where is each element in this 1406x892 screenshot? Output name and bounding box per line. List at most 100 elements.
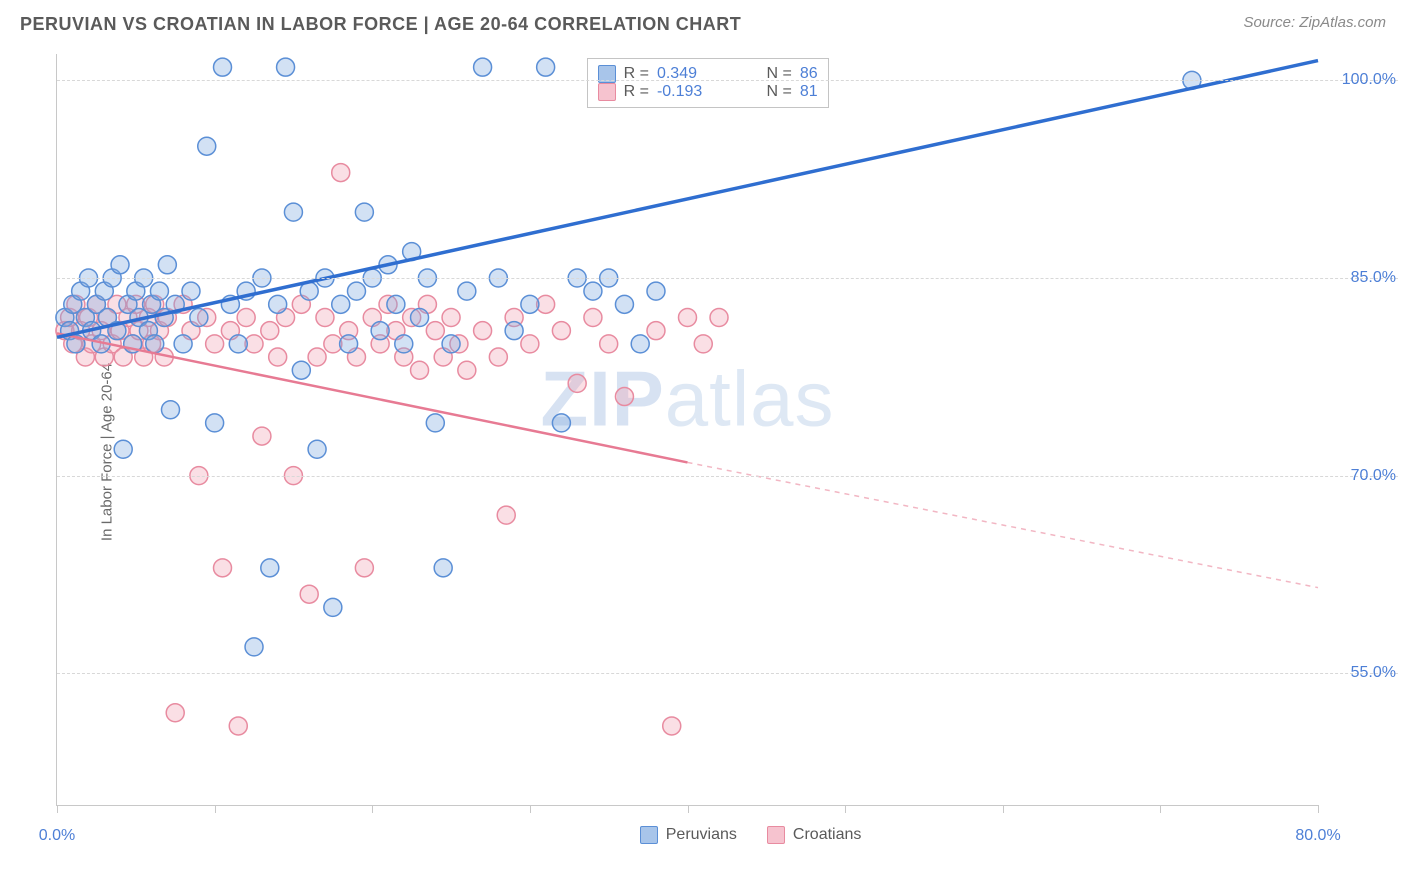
data-point (505, 322, 523, 340)
data-point (411, 309, 429, 327)
data-point (426, 322, 444, 340)
chart-title: PERUVIAN VS CROATIAN IN LABOR FORCE | AG… (20, 14, 741, 35)
x-tick-label: 80.0% (1295, 827, 1340, 845)
data-point (161, 401, 179, 419)
data-point (537, 58, 555, 76)
data-point (489, 348, 507, 366)
data-point (253, 427, 271, 445)
data-point (663, 717, 681, 735)
x-tick (1160, 805, 1161, 813)
y-tick-label: 85.0% (1351, 269, 1396, 287)
gridline-h (57, 80, 1398, 81)
data-point (182, 282, 200, 300)
data-point (615, 388, 633, 406)
chart-area: In Labor Force | Age 20-64 ZIPatlas R = … (44, 48, 1398, 856)
data-point (332, 295, 350, 313)
legend-label-peruvians: Peruvians (666, 826, 737, 844)
r-label: R = (624, 83, 649, 101)
data-point (214, 58, 232, 76)
data-point (206, 414, 224, 432)
data-point (355, 203, 373, 221)
x-tick (215, 805, 216, 813)
data-point (442, 309, 460, 327)
data-point (324, 598, 342, 616)
data-point (269, 348, 287, 366)
data-point (584, 309, 602, 327)
data-point (584, 282, 602, 300)
data-point (434, 559, 452, 577)
data-point (300, 585, 318, 603)
chart-header: PERUVIAN VS CROATIAN IN LABOR FORCE | AG… (0, 0, 1406, 41)
data-point (146, 335, 164, 353)
data-point (710, 309, 728, 327)
legend-item-peruvians: Peruvians (640, 826, 737, 844)
data-point (261, 322, 279, 340)
r-value-croatians: -0.193 (657, 83, 702, 101)
data-point (292, 361, 310, 379)
plot-region: ZIPatlas R = 0.349 N = 86 R = -0.193 N =… (56, 54, 1318, 806)
data-point (395, 335, 413, 353)
data-point (174, 335, 192, 353)
trend-line (57, 333, 688, 462)
gridline-h (57, 476, 1398, 477)
y-tick-label: 55.0% (1351, 664, 1396, 682)
data-point (600, 335, 618, 353)
gridline-h (57, 673, 1398, 674)
data-point (552, 414, 570, 432)
data-point (552, 322, 570, 340)
legend-row-croatians: R = -0.193 N = 81 (598, 83, 818, 101)
data-point (229, 717, 247, 735)
data-point (694, 335, 712, 353)
chart-source: Source: ZipAtlas.com (1243, 14, 1386, 31)
y-tick-label: 70.0% (1351, 467, 1396, 485)
x-tick (1003, 805, 1004, 813)
data-point (355, 559, 373, 577)
legend-series: Peruvians Croatians (640, 826, 862, 844)
data-point (631, 335, 649, 353)
trend-line (688, 462, 1319, 587)
data-point (521, 295, 539, 313)
gridline-h (57, 278, 1398, 279)
data-point (150, 282, 168, 300)
data-point (615, 295, 633, 313)
data-point (340, 335, 358, 353)
data-point (442, 335, 460, 353)
legend-correlation-box: R = 0.349 N = 86 R = -0.193 N = 81 (587, 58, 829, 108)
legend-label-croatians: Croatians (793, 826, 861, 844)
x-tick (372, 805, 373, 813)
data-point (237, 309, 255, 327)
x-tick-label: 0.0% (39, 827, 75, 845)
n-value-croatians: 81 (800, 83, 818, 101)
data-point (316, 309, 334, 327)
y-tick-label: 100.0% (1342, 71, 1396, 89)
data-point (497, 506, 515, 524)
data-point (347, 282, 365, 300)
x-tick (688, 805, 689, 813)
data-point (332, 164, 350, 182)
data-point (371, 322, 389, 340)
swatch-croatians-bottom (767, 826, 785, 844)
data-point (198, 137, 216, 155)
data-point (284, 203, 302, 221)
legend-item-croatians: Croatians (767, 826, 861, 844)
data-point (568, 374, 586, 392)
data-point (190, 309, 208, 327)
data-point (158, 256, 176, 274)
data-point (647, 282, 665, 300)
data-point (277, 58, 295, 76)
data-point (458, 361, 476, 379)
data-point (474, 58, 492, 76)
swatch-croatians (598, 83, 616, 101)
data-point (411, 361, 429, 379)
data-point (308, 440, 326, 458)
data-point (521, 335, 539, 353)
data-point (229, 335, 247, 353)
n-label: N = (766, 83, 791, 101)
data-point (214, 559, 232, 577)
data-point (111, 256, 129, 274)
data-point (166, 704, 184, 722)
x-tick (57, 805, 58, 813)
x-tick (1318, 805, 1319, 813)
data-point (474, 322, 492, 340)
data-point (679, 309, 697, 327)
